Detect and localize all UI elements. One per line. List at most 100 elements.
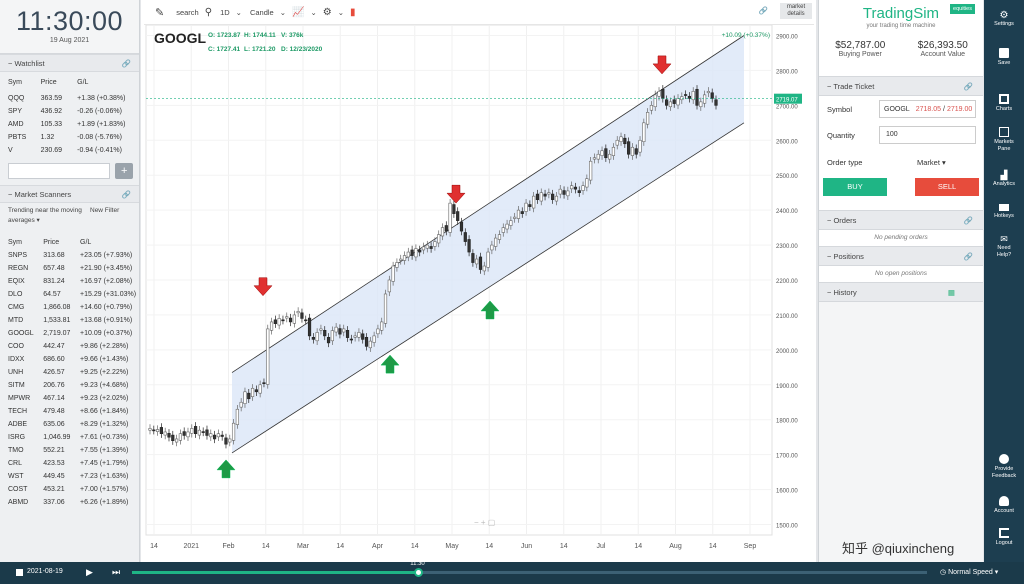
table-row[interactable]: TMO 552.21 +7.55 (+1.39%) [0,444,139,457]
search-label[interactable]: search [176,7,199,17]
row-symbol[interactable]: WST [8,473,24,480]
history-header[interactable]: − History ▦ [819,282,983,302]
table-row[interactable]: MPWR 467.14 +9.23 (+2.02%) [0,392,139,405]
table-row[interactable]: UNH 426.57 +9.25 (+2.22%) [0,366,139,379]
quantity-field[interactable]: 100 [879,126,976,144]
table-row[interactable]: ADBE 635.06 +8.29 (+1.32%) [0,418,139,431]
analytics-button[interactable]: ▟ Analytics [984,171,1024,188]
chevron-down-icon[interactable]: ⌄ [310,7,317,17]
settings-button[interactable]: ⚙ Settings [984,11,1024,28]
row-symbol[interactable]: MTD [8,317,24,324]
table-row[interactable]: QQQ 363.59 +1.38 (+0.38%) [0,92,139,105]
table-row[interactable]: IDXX 686.60 +9.66 (+1.43%) [0,353,139,366]
link-icon[interactable]: 🔗 [121,59,131,68]
col-sym[interactable]: Sym [8,238,22,246]
help-button[interactable]: ✉ Need Help? [984,235,1024,259]
col-price[interactable]: Price [43,238,60,246]
step-forward-icon[interactable]: ⏭ [112,567,121,577]
link-icon[interactable]: 🔗 [121,190,131,199]
timeline-handle[interactable] [414,568,424,577]
buy-button[interactable]: BUY [823,178,887,196]
markets-pane-button[interactable]: Markets Pane [984,127,1024,153]
row-symbol[interactable]: CMG [8,304,25,311]
col-sym[interactable]: Sym [8,78,22,86]
pencil-icon[interactable]: ✎ [155,6,165,19]
scanners-header[interactable]: − Market Scanners 🔗 [0,185,139,203]
row-symbol[interactable]: SPY [8,108,23,115]
row-symbol[interactable]: GOOGL [8,330,34,337]
gear-icon[interactable]: ⚙ [322,6,332,18]
row-symbol[interactable]: ADBE [8,421,28,428]
watchlist-header[interactable]: − Watchlist 🔗 [0,54,139,72]
link-icon[interactable]: 🔗 [963,252,973,261]
chevron-down-icon[interactable]: ⌄ [337,7,345,17]
table-row[interactable]: CRL 423.53 +7.45 (+1.79%) [0,457,139,470]
collapse-icon[interactable]: − [8,59,15,68]
row-symbol[interactable]: AMD [8,121,24,128]
table-row[interactable]: EQIX 831.24 +16.97 (+2.08%) [0,275,139,288]
table-row[interactable]: PBTS 1.32 -0.08 (-5.76%) [0,131,139,144]
table-row[interactable]: COO 442.47 +9.86 (+2.28%) [0,340,139,353]
table-row[interactable]: REGN 657.48 +21.90 (+3.45%) [0,262,139,275]
table-row[interactable]: ABMD 337.06 +6.26 (+1.89%) [0,496,139,509]
calendar-icon[interactable] [16,569,23,576]
link-icon[interactable]: 🔗 [758,6,768,15]
charts-button[interactable]: Charts [984,94,1024,113]
link-icon[interactable]: 🔗 [963,216,973,225]
bar-chart-icon[interactable]: ▮ [350,6,356,18]
col-gl[interactable]: G/L [80,238,92,246]
collapse-icon[interactable]: − [827,82,834,91]
price-chart[interactable]: 14 2021 Feb 14 Mar 14 Apr 14 May 14 Jun 14 Jul 14 Aug 1… [144,24,814,560]
link-icon[interactable]: 🔗 [963,82,973,91]
table-row[interactable]: TECH 479.48 +8.66 (+1.84%) [0,405,139,418]
table-row[interactable]: DLO 64.57 +15.29 (+31.03%) [0,288,139,301]
add-symbol-input[interactable] [8,163,111,179]
indicators-icon[interactable]: 📈 [292,6,305,18]
row-symbol[interactable]: CRL [8,460,23,467]
collapse-icon[interactable]: − [8,190,15,199]
table-row[interactable]: SPY 436.92 -0.26 (-0.06%) [0,105,139,118]
speed-select[interactable]: ◷ Normal Speed ▾ [940,568,998,576]
table-row[interactable]: WST 449.45 +7.23 (+1.63%) [0,470,139,483]
row-symbol[interactable]: COO [8,343,24,350]
table-row[interactable]: MTD 1,533.81 +13.68 (+0.91%) [0,314,139,327]
table-row[interactable]: AMD 105.33 +1.89 (+1.83%) [0,118,139,131]
chart-svg[interactable]: 14 2021 Feb 14 Mar 14 Apr 14 May 14 Jun 14 Jul 14 Aug 1… [144,24,814,561]
chevron-down-icon[interactable]: ⌄ [279,7,287,17]
table-row[interactable]: V 230.69 -0.94 (-0.41%) [0,144,139,157]
col-price[interactable]: Price [40,78,57,86]
chevron-down-icon[interactable]: ⌄ [235,7,242,17]
table-row[interactable]: CMG 1,866.08 +14.60 (+0.79%) [0,301,139,314]
playback-date[interactable]: 2021-08-19 [27,568,63,575]
row-symbol[interactable]: UNH [8,369,24,376]
trade-ticket-header[interactable]: − Trade Ticket 🔗 [819,76,983,96]
zoom-controls[interactable]: − + ▢ [474,518,495,527]
chart-style-select[interactable]: Candle [249,7,274,17]
market-details-button[interactable]: market details [780,3,812,19]
account-button[interactable]: Account [984,496,1024,515]
equities-badge[interactable]: equities [950,4,975,14]
table-row[interactable]: COST 453.21 +7.00 (+1.57%) [0,483,139,496]
order-type-select[interactable]: Market ▾ [917,157,946,167]
row-symbol[interactable]: PBTS [8,134,27,141]
sell-button[interactable]: SELL [915,178,979,196]
row-symbol[interactable]: DLO [8,291,23,298]
orders-header[interactable]: − Orders 🔗 [819,210,983,230]
table-row[interactable]: GOOGL 2,719.07 +10.09 (+0.37%) [0,327,139,340]
timeline-track[interactable]: 11:30 [132,561,927,577]
feedback-button[interactable]: Provide Feedback [984,454,1024,480]
channel-lower-line[interactable] [231,122,745,454]
hotkeys-button[interactable]: Hotkeys [984,204,1024,220]
table-row[interactable]: ISRG 1,046.99 +7.61 (+0.73%) [0,431,139,444]
positions-header[interactable]: − Positions 🔗 [819,246,983,266]
scanner-filter-select[interactable]: Trending near the moving averages ▾ [8,207,82,224]
search-icon[interactable]: ⚲ [204,6,213,18]
play-icon[interactable]: ▶ [86,567,93,577]
new-filter-button[interactable]: New Filter [90,207,120,214]
row-symbol[interactable]: MPWR [8,395,31,402]
row-symbol[interactable]: COST [8,486,28,493]
row-symbol[interactable]: SITM [8,382,25,389]
row-symbol[interactable]: REGN [8,265,29,272]
add-symbol-button[interactable]: + [115,163,133,179]
symbol-field[interactable]: GOOGL 2718.05/2719.00 [879,100,976,118]
